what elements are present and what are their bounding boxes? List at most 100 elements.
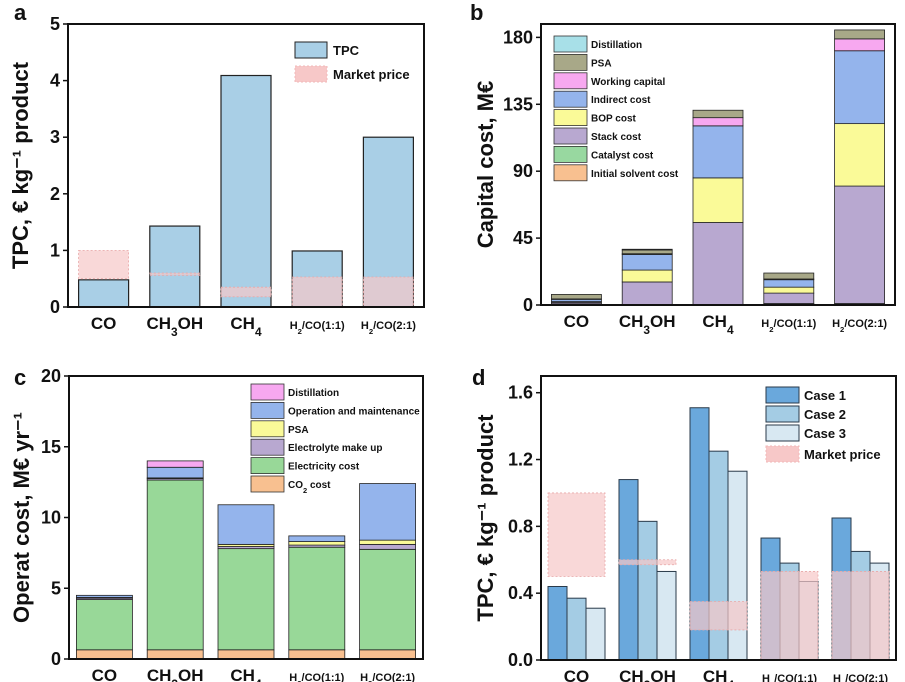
bar-segment-psa (551, 294, 602, 300)
legend-label: Case 3 (804, 426, 846, 441)
x-tick-label: CH4 (230, 314, 262, 339)
legend-label: TPC (333, 43, 360, 58)
legend-label: Distillation (591, 40, 642, 51)
legend-swatch (294, 41, 328, 59)
x-tick-label: CH4 (702, 312, 734, 337)
legend-label: Initial solvent cost (591, 169, 679, 180)
bar-case-3 (585, 607, 606, 661)
legend-label: Operation and maintenance (288, 406, 420, 417)
legend-label: Electrolyte make up (288, 443, 382, 454)
x-tick-label: CO (92, 666, 118, 682)
market-price-range (547, 492, 606, 577)
bar-segment-electricity-cost (76, 599, 133, 651)
bar-segment-indirect-cost (692, 125, 744, 179)
bar-case-3 (727, 470, 748, 661)
bar-case-1 (547, 585, 568, 661)
bar-case-3 (656, 570, 677, 661)
legend-swatch (553, 72, 588, 90)
bar-segment-stack-cost (692, 222, 744, 306)
market-price-range (760, 571, 819, 661)
bar-tpc (220, 74, 272, 308)
legend-swatch (553, 109, 588, 126)
y-tick-label: 0 (50, 297, 60, 317)
x-tick-label: H2/CO(2:1) (833, 673, 888, 682)
bar-segment-stack-cost (834, 185, 885, 304)
bar-segment-indirect-cost (621, 254, 673, 271)
bar-segment-electricity-cost (359, 548, 417, 651)
bar-segment-electricity-cost (146, 479, 204, 651)
y-tick-label: 2 (50, 184, 60, 204)
legend-label: Market price (333, 67, 410, 82)
x-tick-label: CO (564, 667, 590, 682)
market-price-range (149, 272, 201, 276)
panel-letter: a (14, 0, 27, 25)
panel-letter: d (472, 365, 485, 390)
y-tick-label: 0 (51, 649, 61, 669)
bar-segment-indirect-cost (834, 50, 885, 125)
legend-label: Distillation (288, 388, 339, 399)
axes-frame (540, 375, 897, 661)
y-tick-label: 1.2 (508, 450, 533, 470)
legend-swatch (553, 54, 588, 71)
bar-segment-working-capital (692, 117, 744, 127)
x-tick-label: H2/CO(2:1) (361, 320, 416, 336)
bar-segment-electricity-cost (288, 546, 346, 651)
market-price-range (689, 601, 748, 631)
bar-segment-operation-and-maintenance (76, 594, 133, 598)
bar-segment-bop-cost (692, 177, 744, 223)
legend-swatch (765, 386, 800, 404)
bar-segment-distillation (146, 460, 204, 468)
legend-swatch (553, 145, 588, 163)
bar-segment-operation-and-maintenance (359, 483, 417, 541)
bar-segment-operation-and-maintenance (217, 504, 275, 545)
bar-case-2 (566, 597, 587, 661)
y-axis-label: Capital cost, M€ (473, 81, 498, 248)
bar-segment-indirect-cost (763, 279, 815, 288)
x-tick-label: CO (91, 314, 117, 333)
y-tick-label: 0.4 (508, 583, 533, 603)
bar-segment-co2-cost (359, 649, 417, 660)
market-price-range (618, 559, 677, 566)
legend-label: CO2 cost (288, 480, 331, 495)
bar-segment-operation-and-maintenance (288, 535, 346, 542)
bar-segment-co2-cost (146, 649, 204, 660)
bar-segment-psa (763, 272, 815, 280)
x-tick-label: CH4 (230, 666, 262, 682)
bar-segment-co2-cost (217, 649, 275, 660)
bar-segment-working-capital (834, 38, 885, 52)
legend-swatch (553, 35, 588, 53)
bar-segment-bop-cost (763, 286, 815, 294)
y-tick-label: 1.6 (508, 383, 533, 403)
bar-segment-stack-cost (763, 292, 815, 304)
y-tick-label: 135 (503, 94, 533, 114)
legend-label: BOP cost (591, 114, 636, 125)
legend-swatch (553, 90, 588, 108)
bar-segment-bop-cost (621, 269, 673, 283)
legend-swatch (765, 424, 800, 442)
bar-segment-stack-cost (621, 281, 673, 306)
x-tick-label: CO (564, 312, 590, 331)
market-price-range (831, 571, 890, 661)
bar-segment-bop-cost (834, 123, 885, 187)
panel-d: d 0.0 0.4 0.8 1.2 1.6 CO CH3OH CH4 H2/CO(1:1) H2/C… (472, 365, 897, 682)
legend-swatch (250, 401, 285, 419)
x-tick-label: H2/CO(1:1) (289, 672, 344, 682)
legend-label: Working capital (591, 77, 665, 88)
x-tick-label: H2/CO(2:1) (360, 672, 415, 682)
legend-label: Stack cost (591, 132, 642, 143)
legend-label: Case 1 (804, 388, 846, 403)
y-tick-label: 20 (41, 366, 61, 386)
panel-b: b 0 45 90 135 180 CO CH3OH CH4 H2/CO(1:1) H2/CO(2:… (470, 0, 896, 337)
y-tick-label: 3 (50, 127, 60, 147)
market-price-range (220, 286, 272, 298)
legend-label: Electricity cost (288, 462, 360, 473)
y-tick-label: 0.8 (508, 516, 533, 536)
bar-tpc (149, 225, 201, 308)
x-tick-label: H2/CO(1:1) (290, 320, 345, 336)
x-tick-label: CH3OH (146, 314, 203, 339)
bar-case-2 (637, 520, 658, 661)
x-tick-label: CH3OH (619, 667, 676, 682)
legend-swatch (294, 65, 328, 83)
x-tick-label: H2/CO(1:1) (762, 673, 817, 682)
